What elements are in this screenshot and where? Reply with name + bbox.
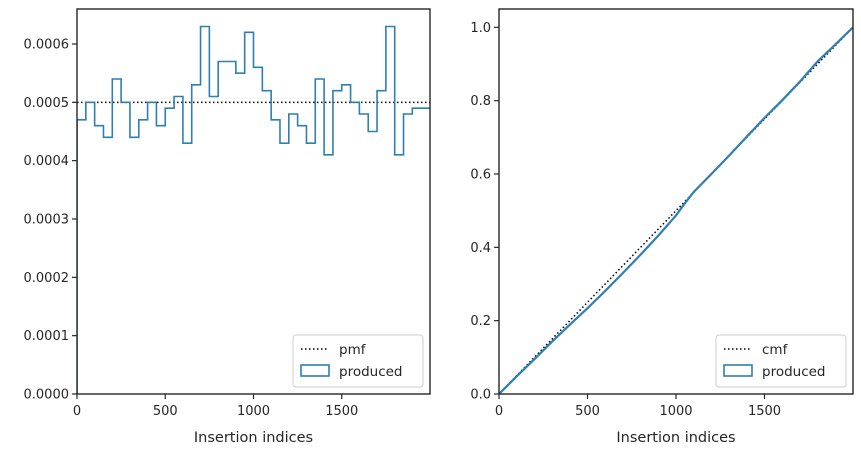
legend-label: pmf xyxy=(339,342,367,358)
legend: pmf produced xyxy=(292,334,424,388)
plot-area xyxy=(77,25,430,394)
right-chart: 0 500 1000 1500 0.0 0.2 0.4 0.6 0.8 1.0 Insertion … xyxy=(470,8,854,446)
legend-label: produced xyxy=(339,364,403,380)
x-tick-label: 1000 xyxy=(659,404,692,419)
produced-histogram-step xyxy=(77,25,430,394)
legend-produced-swatch xyxy=(723,364,753,377)
x-tick-label: 1500 xyxy=(325,404,358,419)
x-tick-label: 0 xyxy=(73,404,81,419)
y-tick-label: 0.0005 xyxy=(24,96,70,111)
x-tick-label: 500 xyxy=(575,404,600,419)
y-tick-label: 0.0 xyxy=(470,388,491,403)
y-tick-label: 0.8 xyxy=(470,94,491,109)
x-axis-label: Insertion indices xyxy=(194,430,313,446)
y-tick-label: 0.0004 xyxy=(24,154,70,169)
y-tick-label: 0.0000 xyxy=(24,388,70,403)
plot-area xyxy=(499,26,853,394)
x-tick-label: 0 xyxy=(495,404,503,419)
y-tick-label: 0.0001 xyxy=(24,329,70,344)
x-tick-label: 1500 xyxy=(748,404,781,419)
legend-produced-swatch xyxy=(300,364,330,377)
y-tick-label: 0.0003 xyxy=(24,213,70,228)
legend: cmf produced xyxy=(715,334,847,388)
y-tick-label: 0.0006 xyxy=(24,38,70,53)
legend-label: produced xyxy=(762,364,826,380)
legend-label: cmf xyxy=(762,342,789,358)
y-tick-label: 0.6 xyxy=(470,168,491,183)
legend-box xyxy=(715,334,847,388)
y-tick-label: 0.0002 xyxy=(24,271,70,286)
x-axis-label: Insertion indices xyxy=(616,430,735,446)
left-chart: 0 500 1000 1500 0.0000 0.0001 0.0002 0.0003 0.00… xyxy=(24,8,431,446)
produced-cmf-line xyxy=(499,26,853,394)
x-tick-label: 1000 xyxy=(237,404,270,419)
y-tick-label: 0.4 xyxy=(470,241,491,256)
x-tick-label: 500 xyxy=(153,404,178,419)
y-tick-label: 0.2 xyxy=(470,314,491,329)
y-tick-label: 1.0 xyxy=(470,21,491,36)
legend-box xyxy=(292,334,424,388)
